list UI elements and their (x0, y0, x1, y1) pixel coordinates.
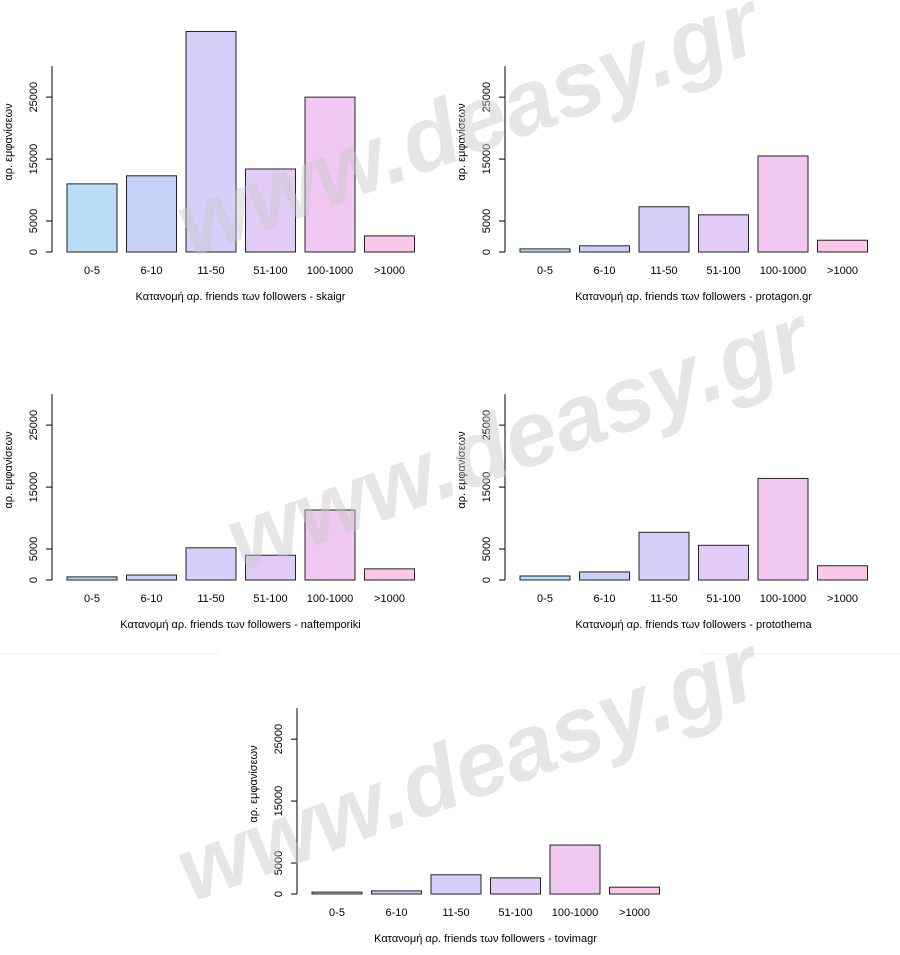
y-tick-label: 0 (481, 577, 493, 583)
y-axis-label: αρ. εμφανίσεων (456, 103, 468, 181)
x-tick-label: 0-5 (329, 907, 345, 919)
y-tick-label: 25000 (28, 82, 40, 113)
x-tick-label: 51-100 (253, 593, 287, 605)
y-tick-label: 0 (273, 891, 285, 897)
bar (311, 891, 363, 895)
bar (245, 554, 296, 581)
x-tick-label: 100-1000 (760, 593, 807, 605)
x-tick-label: 51-100 (253, 265, 287, 277)
y-tick-label: 0 (28, 249, 40, 255)
bar (757, 477, 809, 581)
bar (304, 96, 356, 253)
y-tick-label: 0 (481, 249, 493, 255)
x-axis-label: Κατανομή αρ. friends των followers - tov… (374, 933, 597, 945)
bar (66, 183, 118, 253)
x-axis-label: Κατανομή αρ. friends των followers - pro… (575, 619, 812, 631)
bar (609, 886, 660, 895)
x-axis-label: Κατανομή αρ. friends των followers - ska… (136, 291, 346, 303)
x-tick-label: 6-10 (593, 593, 615, 605)
y-tick-label: 5000 (28, 537, 40, 561)
bar (364, 568, 415, 581)
x-tick-label: 0-5 (537, 265, 553, 277)
y-tick-label: 25000 (481, 410, 493, 441)
x-tick-label: 51-100 (706, 265, 740, 277)
x-tick-label: 100-1000 (307, 593, 354, 605)
y-tick-label: 25000 (481, 82, 493, 113)
y-tick-label: 25000 (273, 724, 285, 755)
bar (519, 575, 571, 581)
bar (304, 509, 356, 581)
x-tick-label: >1000 (827, 593, 858, 605)
x-tick-label: 11-50 (442, 907, 469, 919)
bar (817, 239, 868, 253)
bar (579, 571, 630, 581)
x-tick-label: 100-1000 (307, 265, 354, 277)
x-tick-label: >1000 (827, 265, 858, 277)
y-axis-label: αρ. εμφανίσεων (248, 745, 260, 823)
x-tick-label: 6-10 (140, 593, 162, 605)
x-tick-label: 11-50 (650, 593, 677, 605)
x-axis-label: Κατανομή αρ. friends των followers - pro… (575, 291, 812, 303)
y-tick-label: 5000 (28, 209, 40, 233)
bar (698, 544, 749, 581)
y-tick-label: 5000 (481, 537, 493, 561)
x-tick-label: 0-5 (84, 593, 100, 605)
x-tick-label: 6-10 (385, 907, 407, 919)
bar (490, 877, 541, 895)
y-tick-label: 15000 (28, 472, 40, 503)
y-tick-label: 15000 (28, 144, 40, 175)
y-axis-label: αρ. εμφανίσεων (456, 431, 468, 509)
bar (126, 574, 177, 581)
y-tick-label: 25000 (28, 410, 40, 441)
x-tick-label: 100-1000 (552, 907, 599, 919)
x-tick-label: 6-10 (140, 265, 162, 277)
bar (757, 155, 809, 253)
y-axis-label: αρ. εμφανίσεων (3, 431, 15, 509)
y-tick-label: 0 (28, 577, 40, 583)
bar (430, 874, 482, 895)
bar (364, 235, 415, 253)
y-tick-label: 5000 (481, 209, 493, 233)
bar (817, 565, 868, 581)
x-tick-label: >1000 (374, 265, 405, 277)
y-tick-label: 15000 (481, 472, 493, 503)
y-axis-label: αρ. εμφανίσεων (3, 103, 15, 181)
bar (638, 206, 690, 253)
bar (519, 248, 571, 253)
y-tick-label: 5000 (273, 851, 285, 875)
bar (185, 30, 237, 253)
x-tick-label: 51-100 (498, 907, 532, 919)
x-axis-label: Κατανομή αρ. friends των followers - naf… (120, 619, 360, 631)
x-tick-label: >1000 (619, 907, 650, 919)
bar (549, 844, 601, 895)
bar (185, 547, 237, 581)
bar (579, 245, 630, 253)
x-tick-label: 11-50 (650, 265, 677, 277)
x-tick-label: >1000 (374, 593, 405, 605)
x-tick-label: 100-1000 (760, 265, 807, 277)
y-tick-label: 15000 (481, 144, 493, 175)
x-tick-label: 0-5 (537, 593, 553, 605)
bar (698, 214, 749, 253)
x-tick-label: 0-5 (84, 265, 100, 277)
bar (371, 890, 422, 895)
x-tick-label: 11-50 (197, 265, 224, 277)
y-tick-label: 15000 (273, 786, 285, 817)
bar (126, 175, 177, 253)
x-tick-label: 11-50 (197, 593, 224, 605)
bar (638, 531, 690, 581)
x-tick-label: 6-10 (593, 265, 615, 277)
x-tick-label: 51-100 (706, 593, 740, 605)
bar (245, 168, 296, 253)
bar (66, 576, 118, 581)
